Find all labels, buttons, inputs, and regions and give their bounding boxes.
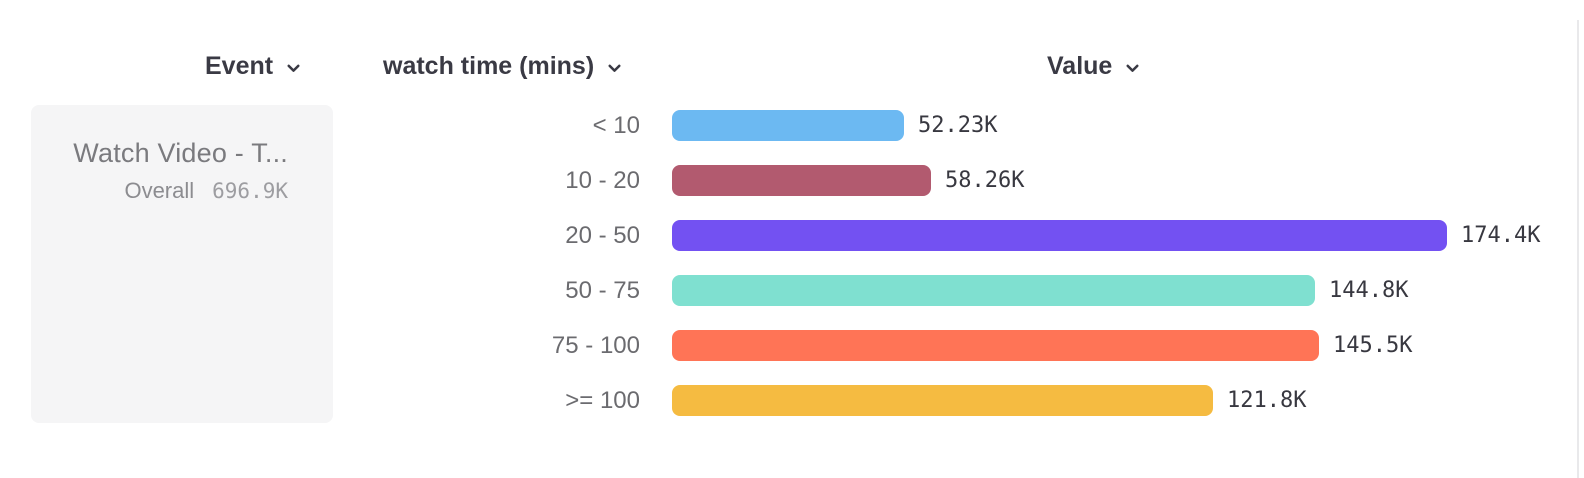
event-overall-row: Overall 696.9K [124, 178, 288, 204]
bucket-label: >= 100 [565, 386, 640, 414]
value-label: 58.26K [945, 168, 1025, 193]
overall-value: 696.9K [212, 179, 288, 203]
column-header-value[interactable]: Value [1047, 52, 1141, 81]
value-label: 121.8K [1227, 388, 1307, 413]
column-header-watch-time-label: watch time (mins) [383, 52, 595, 80]
bar-area: 52.23K [640, 110, 1584, 141]
value-bar[interactable] [672, 385, 1213, 416]
bucket-label: 75 - 100 [551, 331, 640, 359]
value-bar[interactable] [672, 165, 931, 196]
chart-row: < 10 52.23K [0, 98, 1584, 153]
value-bar[interactable] [672, 220, 1447, 251]
value-label: 52.23K [918, 113, 998, 138]
chevron-down-icon [606, 60, 623, 77]
event-card[interactable]: Watch Video - T... Overall 696.9K [31, 105, 333, 423]
value-label: 174.4K [1461, 223, 1541, 248]
chart-row: 75 - 100 145.5K [0, 318, 1584, 373]
column-header-watch-time[interactable]: watch time (mins) [383, 52, 623, 81]
chevron-down-icon [285, 60, 302, 77]
bar-area: 145.5K [640, 330, 1584, 361]
chart-row: 50 - 75 144.8K [0, 263, 1584, 318]
value-bar[interactable] [672, 330, 1319, 361]
chevron-down-icon [1124, 60, 1141, 77]
column-header-event[interactable]: Event [205, 52, 302, 81]
overall-label: Overall [124, 178, 195, 203]
chart-row: 20 - 50 174.4K [0, 208, 1584, 263]
bar-chart: < 10 52.23K 10 - 20 58.26K 20 - 50 174.4… [0, 98, 1584, 428]
chart-row: >= 100 121.8K [0, 373, 1584, 428]
bar-area: 144.8K [640, 275, 1584, 306]
bucket-label: 10 - 20 [565, 166, 640, 194]
bar-area: 58.26K [640, 165, 1584, 196]
bar-area: 121.8K [640, 385, 1584, 416]
pane-divider[interactable] [1577, 20, 1579, 478]
chart-row: 10 - 20 58.26K [0, 153, 1584, 208]
value-bar[interactable] [672, 275, 1315, 306]
value-bar[interactable] [672, 110, 904, 141]
bucket-label: 20 - 50 [565, 221, 640, 249]
column-header-value-label: Value [1047, 52, 1113, 80]
value-label: 144.8K [1329, 278, 1409, 303]
bar-area: 174.4K [640, 220, 1584, 251]
event-title: Watch Video - T... [73, 138, 288, 168]
bucket-label: 50 - 75 [565, 276, 640, 304]
bucket-label: < 10 [592, 111, 640, 139]
value-label: 145.5K [1333, 333, 1413, 358]
column-header-event-label: Event [205, 52, 274, 80]
